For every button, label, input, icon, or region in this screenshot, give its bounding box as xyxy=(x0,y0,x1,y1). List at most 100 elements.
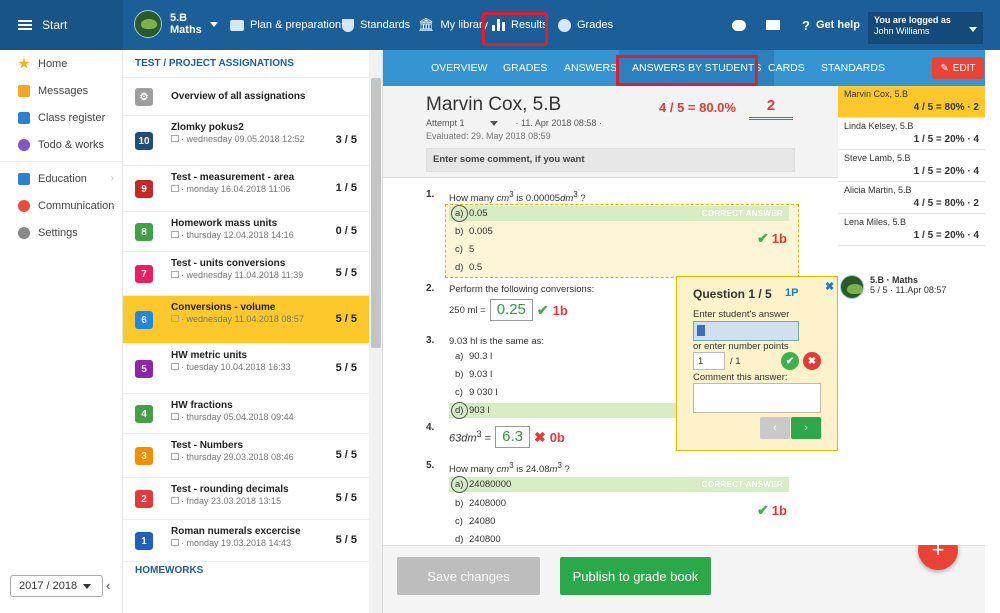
sidebar-item-communication[interactable]: Communication › xyxy=(0,192,122,219)
overview-item[interactable]: ⚙ Overview of all assignations xyxy=(123,78,369,116)
year-select[interactable]: 2017 / 2018 xyxy=(10,575,103,597)
sidebar-item-home[interactable]: Home xyxy=(0,50,122,77)
pencil-icon: ✎ xyxy=(940,62,949,74)
assignment-item[interactable]: 8 Homework mass units · thursday 12.04.201… xyxy=(123,212,369,252)
q4-answer-field[interactable]: 6.3 xyxy=(495,426,530,448)
chat-button[interactable] xyxy=(732,0,746,50)
doc-icon xyxy=(171,363,179,370)
assignment-item[interactable]: 9 Test - measurement - area · monday 16.04… xyxy=(123,166,369,212)
tab-answers[interactable]: ANSWERS xyxy=(564,50,617,86)
comment-answer-label: Comment this answer: xyxy=(693,372,788,383)
nav-my-library[interactable]: 🏛 My library xyxy=(418,0,488,50)
assignment-date: · wednesday 11.04.2018 11:39 xyxy=(171,270,306,281)
mail-button[interactable] xyxy=(766,0,780,50)
student-item-name: Marvin Cox, 5.B xyxy=(844,89,909,99)
assignment-item[interactable]: 2 Test - rounding decimals · friday 23.03.… xyxy=(123,478,369,520)
prev-question-button[interactable]: ‹ xyxy=(760,417,790,439)
points-input[interactable]: 1 xyxy=(693,352,725,370)
user-menu[interactable]: You are logged as John Williams xyxy=(868,12,983,44)
sidebar-item-todo[interactable]: Todo & works xyxy=(0,131,122,158)
student-item-name: Steve Lamb, 5.B xyxy=(844,153,911,163)
student-answer-input[interactable] xyxy=(693,321,799,341)
comment-input[interactable]: Enter some comment, if you want xyxy=(426,148,795,172)
nav-plan-preparations[interactable]: Plan & preparations xyxy=(230,0,347,50)
user-name: John Williams xyxy=(874,26,930,36)
assignment-item[interactable]: 3 Test - Numbers · thursday 29.03.2018 08:… xyxy=(123,434,369,478)
assignment-date: · thursday 05.04.2018 09:44 xyxy=(171,412,306,423)
assignment-item[interactable]: 7 Test - units conversions · wednesday 11.… xyxy=(123,252,369,296)
save-changes-button[interactable]: Save changes xyxy=(397,557,540,595)
confirm-button[interactable]: ✔ xyxy=(781,352,799,370)
selected-answer-circle xyxy=(451,205,468,222)
assignment-title: HW fractions xyxy=(171,400,233,411)
student-item-score: 1 / 5 = 20% · 4 xyxy=(913,134,979,145)
student-item[interactable]: Linda Kelsey, 5.B 1 / 5 = 20% · 4 xyxy=(838,118,985,150)
sidebar-item-education[interactable]: Education › xyxy=(0,165,122,192)
q5-option-c: c) 24080 xyxy=(455,516,496,527)
get-help-button[interactable]: ? Get help xyxy=(802,0,860,50)
assignments-scrollbar[interactable] xyxy=(369,50,382,613)
assignment-title: HW metric units xyxy=(171,350,248,361)
star-icon xyxy=(18,57,30,69)
nav-grades[interactable]: Grades xyxy=(558,0,613,50)
assignment-item[interactable]: 4 HW fractions · thursday 05.04.2018 09:44 xyxy=(123,394,369,434)
sidebar-label: Class register xyxy=(38,111,106,124)
assignment-score: 0 / 5 xyxy=(335,225,357,237)
logged-as-label: You are logged as xyxy=(874,15,951,25)
q1-option-c: c) 5 xyxy=(455,244,475,255)
sidebar-item-class-register[interactable]: Class register xyxy=(0,104,122,131)
correct-answer-label: CORRECT ANSWER xyxy=(701,480,783,489)
q2-answer-field[interactable]: 0.25 xyxy=(489,299,533,321)
edit-label: EDIT xyxy=(952,62,976,74)
q1-option-b: b) 0.005 xyxy=(455,226,493,237)
collapse-sidebar-icon[interactable]: ‹ xyxy=(106,578,111,593)
assignment-item[interactable]: 5 HW metric units · tuesday 10.04.2018 16:… xyxy=(123,344,369,394)
sidebar-item-settings[interactable]: Settings xyxy=(0,219,122,246)
assignment-item[interactable]: 6 Conversions - volume · wednesday 11.04.2… xyxy=(123,296,369,344)
student-item[interactable]: Alicia Martin, 5.B 4 / 5 = 80% · 2 xyxy=(838,182,985,214)
tab-grades[interactable]: GRADES xyxy=(503,50,547,86)
edit-button[interactable]: ✎ EDIT xyxy=(932,57,984,79)
grade-input[interactable]: 2 xyxy=(749,94,793,120)
assignment-score: 5 / 5 xyxy=(335,534,357,546)
assignment-date: · thursday 29.03.2018 08:46 xyxy=(171,452,306,463)
chat-icon xyxy=(732,19,746,31)
student-item[interactable]: Steve Lamb, 5.B 1 / 5 = 20% · 4 xyxy=(838,150,985,182)
assignments-panel: TEST / PROJECT ASSIGNATIONS ⚙ Overview o… xyxy=(123,50,383,613)
assignment-number: 3 xyxy=(135,447,153,465)
start-menu-button[interactable]: Start xyxy=(0,0,123,50)
right-edge xyxy=(985,50,1000,613)
tab-overview[interactable]: OVERVIEW xyxy=(431,50,487,86)
attempt-select[interactable]: Attempt 1 xyxy=(426,118,498,128)
student-item-score: 4 / 5 = 80% · 2 xyxy=(913,102,979,113)
sidebar-item-messages[interactable]: Messages xyxy=(0,77,122,104)
tab-cards[interactable]: CARDS xyxy=(768,50,805,86)
tab-label: GRADES xyxy=(503,62,548,74)
doc-icon xyxy=(171,271,179,278)
q2-answer-row: 250 ml = 0.25 ✔ 1b xyxy=(449,299,568,321)
assignment-item[interactable]: 10 Zlomky pokus2 · wednesday 09.05.2018 12… xyxy=(123,116,369,166)
sidebar-label: Communication xyxy=(38,199,115,212)
student-item[interactable]: Lena Miles, 5.B 1 / 5 = 20% · 4 xyxy=(838,214,985,246)
question-number: 3. xyxy=(426,335,435,346)
assignment-number: 6 xyxy=(135,311,153,329)
selected-answer-circle xyxy=(451,402,468,419)
class-summary-item[interactable]: 5.B · Maths 5 / 5 · 11.Apr 08:57 xyxy=(840,275,946,299)
sidebar-label: Todo & works xyxy=(38,138,105,151)
nav-standards[interactable]: Standards xyxy=(342,0,410,50)
evaluated-date: Evaluated: 29. May 2018 08:59 xyxy=(426,131,551,141)
reject-button[interactable]: ✖ xyxy=(803,352,821,370)
answer-comment-input[interactable] xyxy=(693,383,821,413)
student-item[interactable]: Marvin Cox, 5.B 4 / 5 = 80% · 2 xyxy=(838,86,985,118)
chevron-down-icon xyxy=(83,583,92,589)
class-selector[interactable]: 5.B Maths xyxy=(134,10,218,38)
publish-button[interactable]: Publish to grade book xyxy=(560,557,711,595)
next-question-button[interactable]: › xyxy=(791,417,821,439)
close-icon[interactable]: ✖ xyxy=(825,281,835,293)
assignment-title: Homework mass units xyxy=(171,218,278,229)
tab-standards[interactable]: STANDARDS xyxy=(821,50,885,86)
shield-icon xyxy=(342,18,354,32)
nav-results[interactable]: Results xyxy=(492,0,548,50)
assignment-item[interactable]: 1 Roman numerals excercise · monday 19.03.… xyxy=(123,520,369,562)
results-highlight xyxy=(482,12,548,46)
